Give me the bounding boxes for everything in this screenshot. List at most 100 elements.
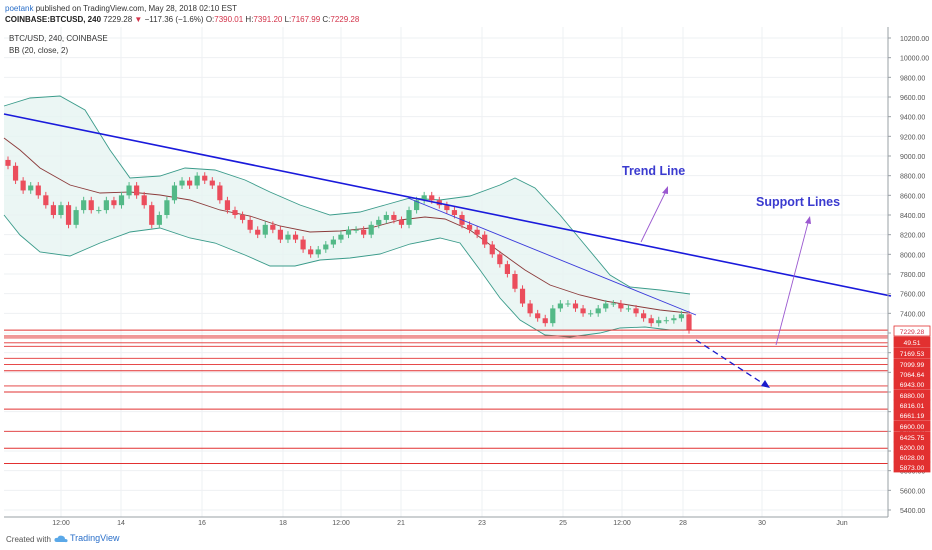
candle-up xyxy=(58,205,64,215)
price-label-bg xyxy=(893,347,931,359)
price-label-box: 7064.64 xyxy=(893,368,931,380)
price-label: 7064.64 xyxy=(900,372,925,379)
candle-up xyxy=(610,303,616,305)
candle-down xyxy=(35,185,41,196)
candle-up xyxy=(550,308,556,324)
candle-up xyxy=(565,303,571,305)
price-label: 7229.28 xyxy=(900,329,925,336)
trend-line-annotation-arrowhead xyxy=(662,186,668,194)
price-label: 6943.00 xyxy=(900,382,925,389)
candle-down xyxy=(580,308,586,314)
candle-down xyxy=(489,244,495,255)
price-label: 6600.00 xyxy=(900,424,925,431)
x-axis-tick-label: Jun xyxy=(836,520,847,527)
price-label-box: 6880.00 xyxy=(893,389,931,401)
candle-down xyxy=(572,303,579,309)
candle-down xyxy=(209,180,215,186)
price-label-bg xyxy=(893,461,931,473)
support-lines-annotation-arrowhead xyxy=(805,216,811,224)
price-label-bg xyxy=(893,378,931,390)
price-label: 6816.01 xyxy=(900,403,925,410)
trend-line-annotation-arrow xyxy=(640,188,668,243)
bollinger-lower-band xyxy=(3,214,688,338)
annotation-support-lines: Support Lines xyxy=(756,195,840,209)
candle-down xyxy=(224,200,231,211)
chart-legend-title[interactable]: BTC/USD, 240, COINBASE xyxy=(9,34,108,43)
price-label-box: 6425.75 xyxy=(893,431,931,443)
x-axis-tick-label: 12:00 xyxy=(52,520,70,527)
price-label-bg xyxy=(893,336,931,348)
price-label: 6028.00 xyxy=(900,455,925,462)
price-label-box: 6028.00 xyxy=(893,451,931,463)
candle-up xyxy=(171,185,178,201)
low-label: L: xyxy=(284,15,292,24)
price-label-box: 6943.00 xyxy=(893,378,931,390)
candle-down xyxy=(12,165,19,181)
candle-up xyxy=(368,224,374,235)
open-value: 7390.01 xyxy=(214,15,244,24)
candle-down xyxy=(217,185,223,201)
candle-up xyxy=(330,239,336,245)
candle-down xyxy=(429,195,435,201)
close-value: 7229.28 xyxy=(330,15,360,24)
tradingview-logo[interactable]: TradingView xyxy=(54,533,120,543)
candle-up xyxy=(421,195,427,201)
author-link[interactable]: poetank xyxy=(5,4,34,13)
tradingview-brand: TradingView xyxy=(70,533,120,543)
candle-down xyxy=(232,210,238,215)
candle-up xyxy=(103,200,109,211)
candle-down xyxy=(247,219,253,230)
close-label: C: xyxy=(322,15,331,24)
x-axis-tick-label: 25 xyxy=(559,520,567,527)
price-label-box: 7169.53 xyxy=(893,347,931,359)
created-with-text: Created with xyxy=(6,535,51,544)
candle-up xyxy=(164,200,170,215)
x-axis-tick-label: 16 xyxy=(198,520,206,527)
high-label: H: xyxy=(245,15,254,24)
price-label-box: 6200.00 xyxy=(893,441,931,453)
price-change: −117.36 (−1.6%) xyxy=(144,15,204,24)
y-axis-tick-label: 8600.00 xyxy=(900,193,925,200)
candle-down xyxy=(466,224,473,230)
candle-up xyxy=(126,185,132,196)
y-axis-tick-label: 8200.00 xyxy=(900,233,925,240)
candle-down xyxy=(519,288,526,304)
price-chart[interactable]: Trend Line Support Lines 10200.00 10000.00 9… xyxy=(0,27,932,527)
candle-up xyxy=(338,234,344,240)
candle-down xyxy=(482,234,488,245)
candle-down xyxy=(43,195,49,206)
candle-up xyxy=(323,244,329,250)
x-axis-tick-label: 28 xyxy=(679,520,687,527)
candle-down xyxy=(202,175,208,181)
symbol-label[interactable]: COINBASE:BTCUSD, 240 xyxy=(5,15,102,24)
candle-down xyxy=(5,159,11,166)
symbol-info: COINBASE:BTCUSD, 240 7229.28 ▼ −117.36 (… xyxy=(5,14,359,25)
candle-down xyxy=(270,224,276,230)
candle-up xyxy=(73,210,79,225)
price-label-box: 49.51 xyxy=(893,336,931,348)
candle-up xyxy=(156,215,162,225)
candle-up xyxy=(588,313,594,315)
chart-legend-indicator[interactable]: BB (20, close, 2) xyxy=(9,46,69,55)
x-axis-tick-label: 12:00 xyxy=(613,520,631,527)
candle-up xyxy=(179,180,185,186)
high-value: 7391.20 xyxy=(253,15,283,24)
candle-down xyxy=(134,185,140,196)
candle-up xyxy=(671,318,677,321)
candle-down xyxy=(187,180,193,186)
projection-arrow xyxy=(695,339,771,389)
footer: Created with TradingView xyxy=(0,527,932,550)
candle-down xyxy=(641,313,647,319)
bollinger-basis xyxy=(3,137,689,314)
published-text: published on TradingView.com, May 28, 20… xyxy=(35,4,238,13)
candle-up xyxy=(315,249,321,255)
price-label-box: 7099.99 xyxy=(893,358,931,370)
candle-up xyxy=(81,200,87,211)
candle-down xyxy=(618,303,624,309)
candle-down xyxy=(444,205,450,211)
cloud-icon xyxy=(54,535,68,542)
candle-down xyxy=(497,254,503,265)
price-label-box: 6816.01 xyxy=(893,399,931,411)
price-label: 6425.75 xyxy=(900,435,925,442)
price-label-bg xyxy=(893,420,931,432)
